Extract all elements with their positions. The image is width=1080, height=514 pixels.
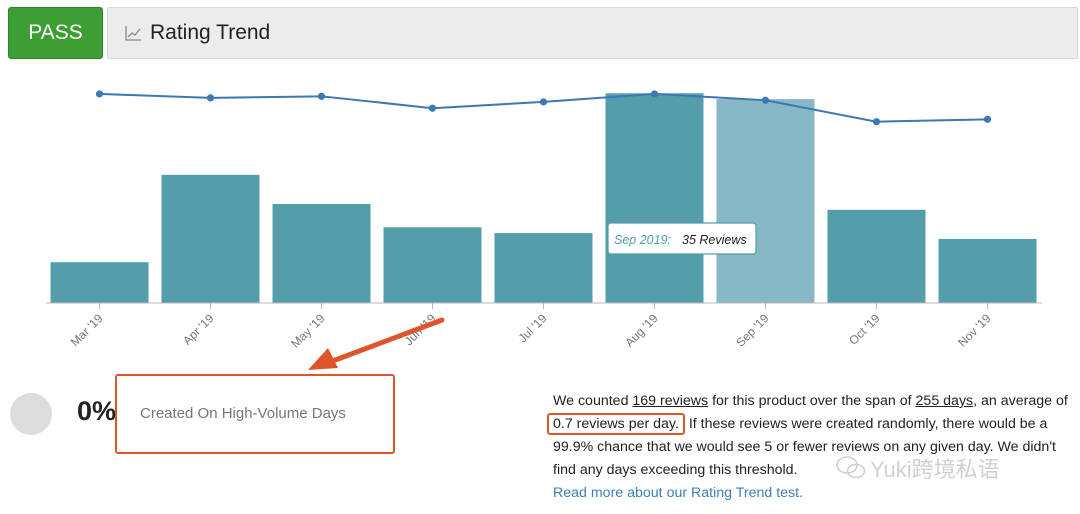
desc-text-1: We counted — [553, 393, 633, 409]
desc-text-4: If these reviews were created randomly, … — [553, 416, 1056, 478]
rating-point-0[interactable] — [95, 90, 104, 98]
x-tick-label-7: Oct '19 — [846, 311, 883, 348]
bar-6[interactable] — [716, 99, 815, 303]
watermark: Yuki跨境私语 — [836, 452, 1000, 484]
rating-point-1[interactable] — [206, 94, 215, 102]
bar-4[interactable] — [494, 233, 593, 303]
rating-point-6[interactable] — [761, 96, 770, 104]
bar-0[interactable] — [50, 262, 149, 303]
x-tick-label-1: Apr '19 — [180, 311, 217, 348]
x-tick-label-6: Sep '19 — [733, 311, 772, 350]
line-chart-icon — [124, 24, 142, 42]
bar-1[interactable] — [161, 174, 260, 303]
bar-3[interactable] — [383, 227, 482, 303]
rating-point-5[interactable] — [650, 90, 659, 98]
description: We counted 169 reviews for this product … — [547, 390, 1078, 505]
rating-point-8[interactable] — [983, 115, 992, 123]
pass-badge: PASS — [8, 7, 103, 59]
rating-point-2[interactable] — [317, 92, 326, 100]
metric-indicator — [10, 393, 52, 435]
bar-5[interactable] — [605, 93, 704, 303]
tooltip-date: Sep 2019: — [614, 233, 671, 247]
rating-point-3[interactable] — [428, 104, 437, 112]
desc-text-3: , an average of — [973, 393, 1068, 409]
reviews-count: 169 reviews — [632, 393, 709, 409]
rating-point-7[interactable] — [872, 118, 881, 126]
chart-tooltip: Sep 2019: 35 Reviews — [607, 222, 757, 255]
annotation-arrow-icon — [308, 317, 445, 370]
average-highlight: 0.7 reviews per day. — [547, 413, 685, 435]
metric-label: Created On High-Volume Days — [140, 405, 346, 422]
bar-2[interactable] — [272, 203, 371, 303]
page-title: Rating Trend — [150, 21, 271, 44]
bar-7[interactable] — [827, 209, 926, 303]
wechat-icon — [836, 456, 866, 479]
rating-point-4[interactable] — [539, 98, 548, 106]
title-bar: Rating Trend — [107, 7, 1078, 59]
bar-8[interactable] — [938, 238, 1037, 303]
x-tick-label-0: Mar '19 — [68, 311, 106, 349]
desc-text-2: for this product over the span of — [708, 393, 916, 409]
annotation-box: Created On High-Volume Days — [115, 374, 395, 454]
watermark-text: Yuki跨境私语 — [870, 457, 1000, 482]
tooltip-value: 35 Reviews — [682, 233, 747, 247]
x-tick-label-4: Jul '19 — [515, 311, 549, 345]
rating-line — [99, 92, 988, 123]
read-more-link[interactable]: Read more about our Rating Trend test. — [553, 485, 803, 501]
span-days: 255 days — [915, 393, 974, 409]
x-tick-label-5: Aug '19 — [622, 311, 661, 350]
metric-percent: 0% — [77, 396, 117, 426]
header: PASS Rating Trend — [8, 7, 1078, 59]
x-tick-label-8: Nov '19 — [955, 311, 994, 350]
